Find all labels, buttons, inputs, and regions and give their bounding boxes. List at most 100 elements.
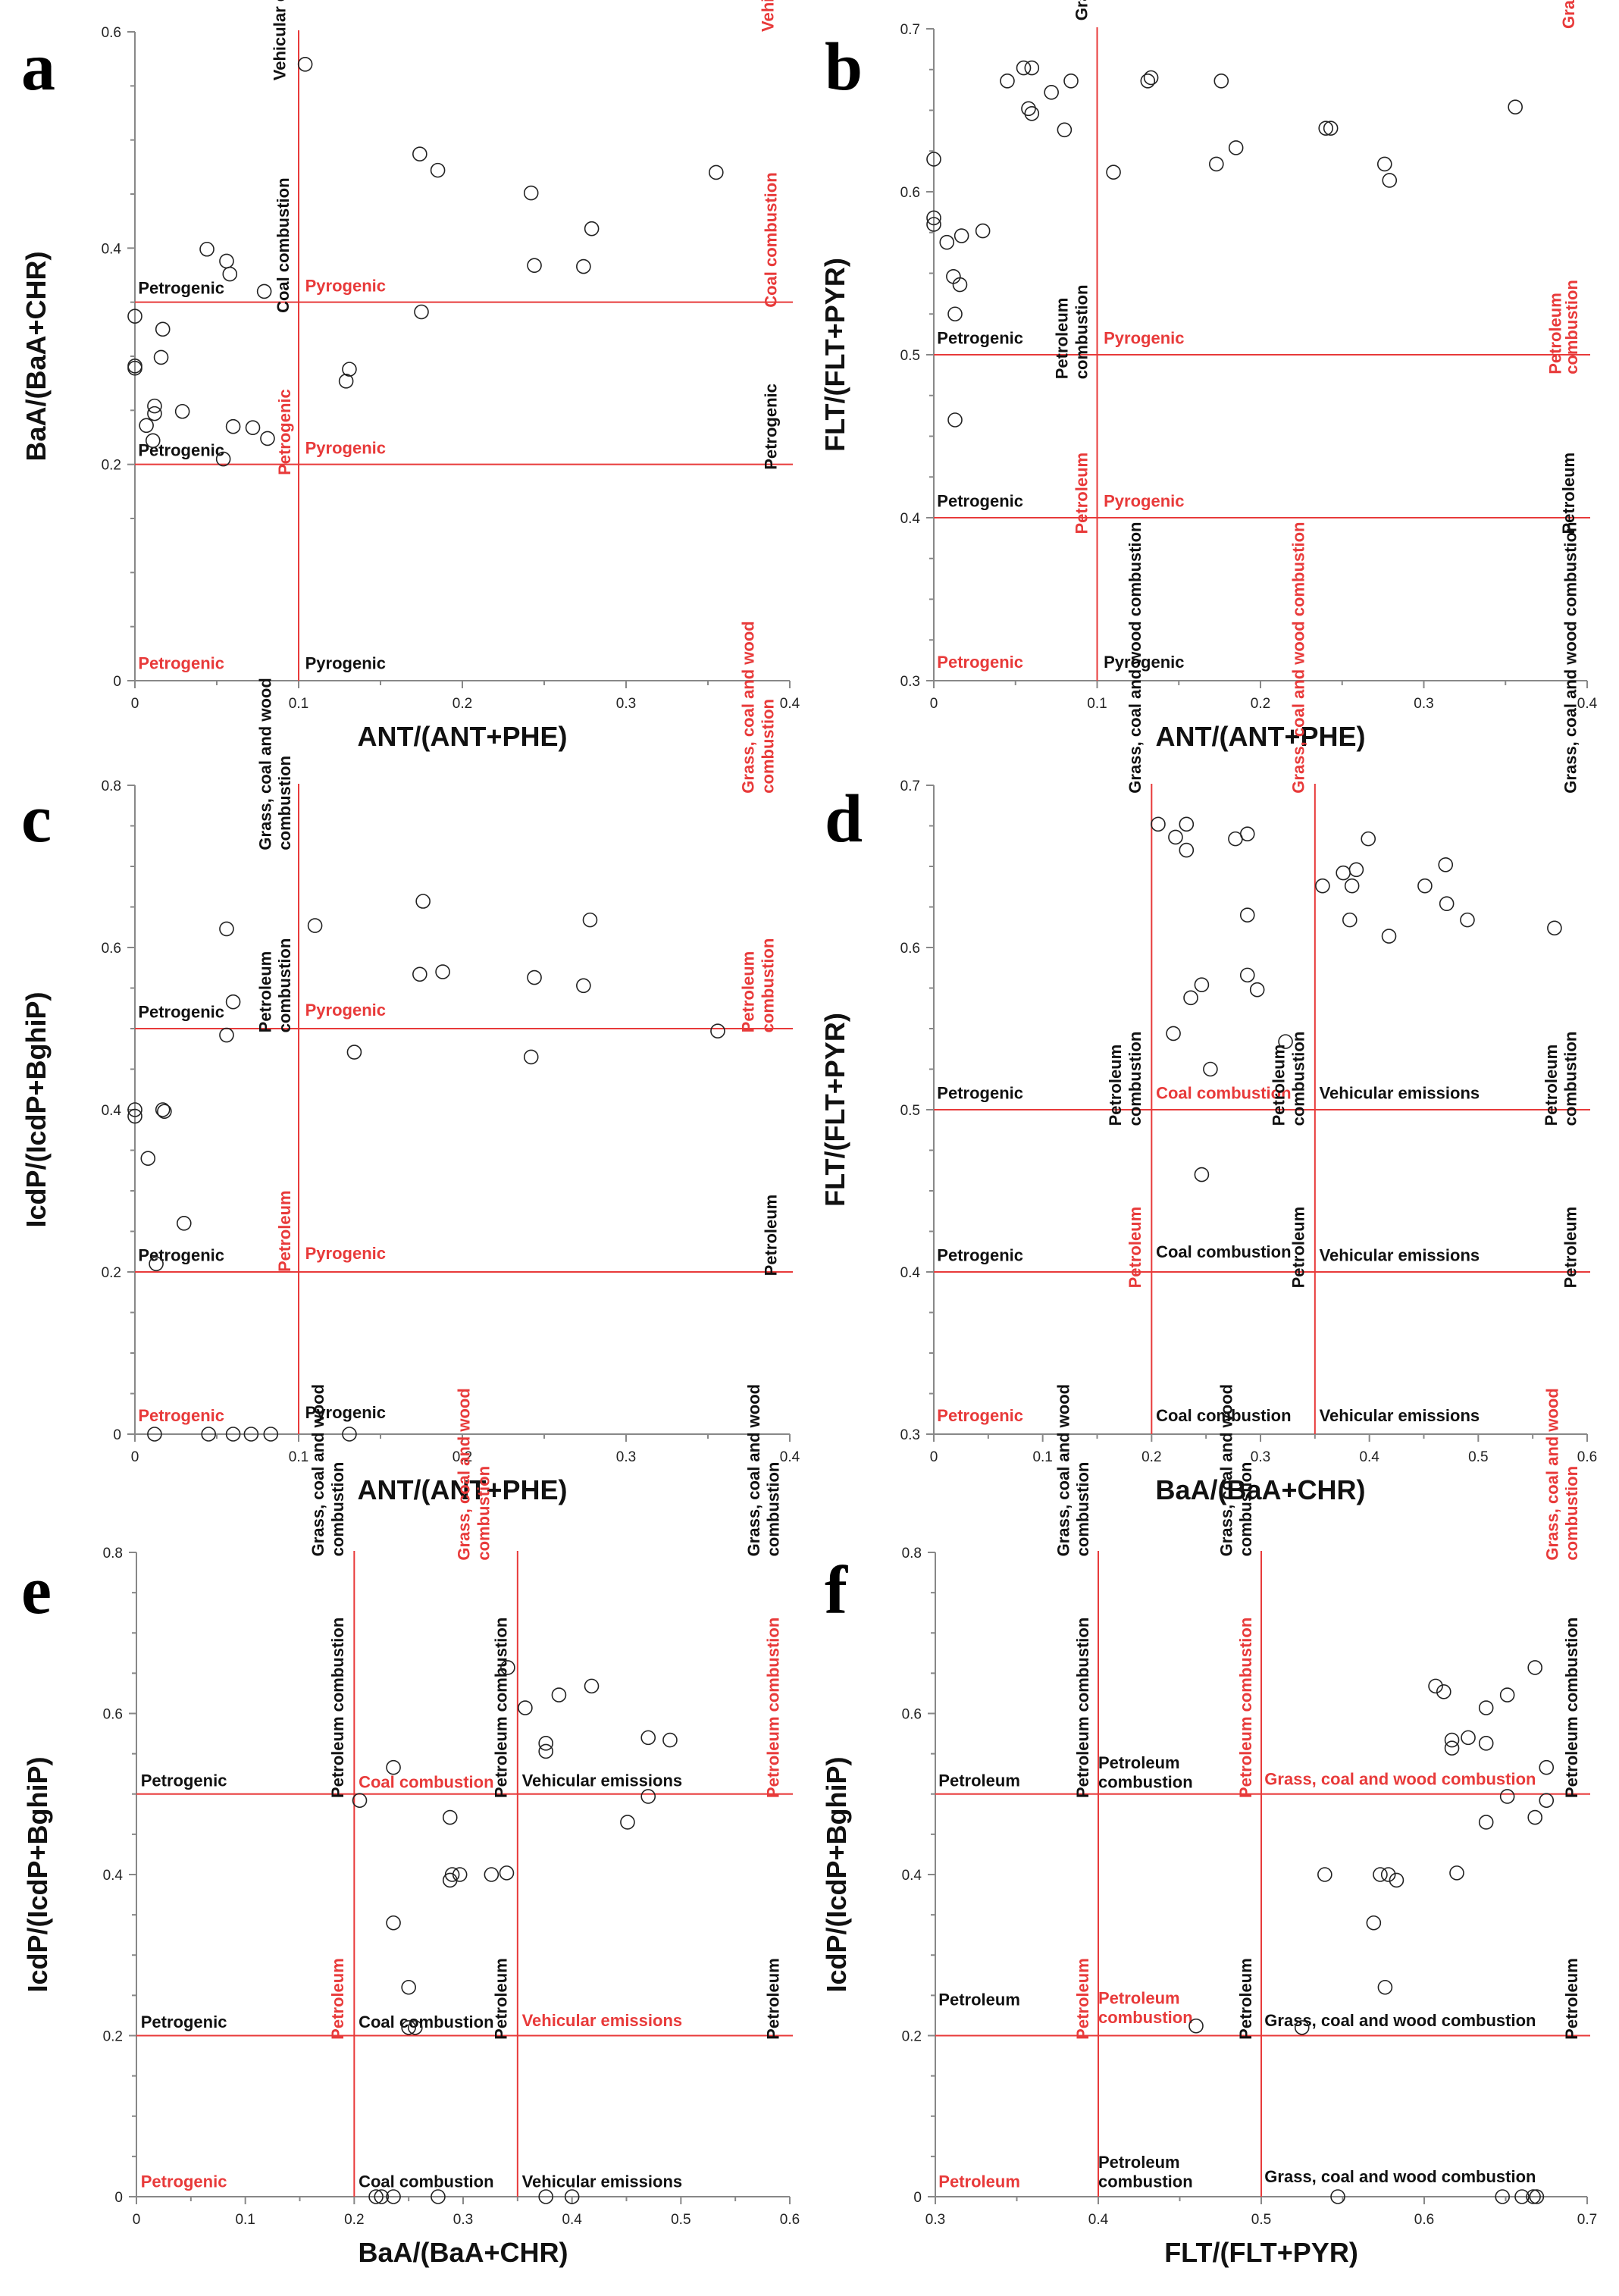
data-point [297,57,313,72]
data-point [1140,74,1156,89]
panel-f: f 0.3 0.4 0.5 0.6 0.7 0 0.2 0.4 0.6 0.8 Petroleum Pe… [821,1384,1597,2268]
region-label: Grass, coal and wood combustion [1559,0,1578,29]
data-point [157,1104,172,1119]
region-label: Coal combustion [762,172,781,307]
x-tick-label: 0.6 [780,2212,800,2228]
data-point [149,1256,164,1272]
region-label: Petrogenic [141,2172,227,2191]
data-point [1044,85,1059,100]
data-point [177,1216,192,1231]
x-tick-label: 0 [930,1449,938,1465]
y-tick-label: 0.2 [102,1265,121,1281]
region-label: Coal combustion [359,2013,493,2031]
data-point [1348,862,1364,878]
region-label: Pyrogenic [1104,653,1184,672]
region-label: Petroleum [275,1190,294,1272]
region-label: Grass, coal and wood [1054,1384,1073,1556]
region-label: Petroleum combustion [1562,1618,1581,1798]
data-point [576,258,591,274]
data-point [499,1865,515,1881]
y-tick-label: 0.5 [900,348,920,364]
data-point [952,277,968,293]
region-label: Grass, coal and wood [1217,1384,1235,1556]
data-point [484,1867,499,1882]
data-point [551,1687,567,1702]
data-point [620,1815,635,1830]
data-point [147,406,162,421]
x-tick-label: 0.2 [1141,1449,1161,1465]
data-point [1336,865,1351,881]
x-tick-label: 0.5 [1468,1449,1488,1465]
region-label: Coal combustion [1156,1406,1291,1425]
data-point [1377,1979,1393,1995]
data-point [1376,156,1392,172]
x-tick-label: 0.3 [616,1449,636,1465]
panel-d: d 0 0.1 0.2 0.3 0.4 0.5 0.6 0.3 0.4 0.5 0.6 0.7 Petro… [819,522,1597,1505]
data-point [352,1793,368,1809]
x-tick-label: 0.2 [1251,696,1270,712]
x-tick-label: 0.1 [235,2212,255,2228]
data-point [201,1427,217,1442]
data-point [1478,1736,1494,1751]
data-point [1194,1167,1210,1182]
x-tick-label: 0 [133,2212,141,2228]
y-axis-title: IcdP/(IcdP+BghiP) [20,991,52,1227]
region-label: Petroleum [1559,453,1578,534]
data-point [1526,2189,1541,2204]
y-tick-label: 0.2 [102,458,121,474]
region-label: Petroleum [1098,2153,1180,2172]
data-point [1439,896,1455,912]
data-point [225,1427,241,1442]
data-point [225,994,241,1010]
region-label: Petroleum combustion [1073,1618,1092,1798]
data-point [518,1700,533,1715]
data-point [1228,140,1244,155]
data-point [1389,1872,1404,1888]
data-point [1168,829,1183,845]
data-point [1317,1867,1332,1882]
y-tick-label: 0.6 [103,1707,123,1723]
panel-e: e 0 0.1 0.2 0.3 0.4 0.5 0.6 0 0.2 0.4 0.6 0.8 Petroge… [21,1384,800,2268]
region-label: combustion [758,699,777,794]
region-label: Vehicular emissions [1320,1083,1480,1102]
region-label: Petroleum combustion [764,1618,783,1798]
data-point [346,1045,362,1060]
x-tick-label: 0 [131,1449,139,1465]
panel-b: b 0 0.1 0.2 0.3 0.4 0.3 0.4 0.5 0.6 0.7 Petrogenic P… [819,0,1598,752]
data-point [538,1743,553,1759]
data-point [708,164,724,180]
y-tick-label: 0.2 [103,2029,123,2045]
x-tick-label: 0.4 [562,2212,582,2228]
data-point [342,1427,357,1442]
data-point [1166,1026,1181,1042]
x-tick-label: 0.4 [1088,2212,1109,2228]
region-label: Petrogenic [937,1245,1023,1264]
x-tick-label: 0.4 [1359,1449,1379,1465]
data-point [1024,60,1040,76]
y-tick-label: 0.6 [102,941,121,957]
data-point [1318,121,1333,136]
data-point [1188,2018,1204,2034]
y-tick-label: 0.3 [900,1427,920,1443]
region-label: Grass, coal and wood [744,1384,763,1556]
data-point [1460,912,1475,928]
x-tick-label: 0.2 [453,696,472,712]
data-point [1106,164,1121,180]
region-label: Pyrogenic [1104,328,1184,347]
x-tick-label: 0.3 [616,696,636,712]
data-point [386,1915,401,1931]
x-axis-title: ANT/(ANT+PHE) [358,721,568,752]
data-point [338,374,354,389]
data-point [527,258,542,273]
region-label: combustion [1562,280,1581,374]
region-label: Petrogenic [141,1771,227,1790]
data-point [710,1023,725,1039]
region-label: Petrogenic [937,1406,1023,1425]
x-tick-label: 0.5 [1251,2212,1271,2228]
data-point [1527,1809,1542,1825]
region-label: combustion [328,1462,347,1557]
data-point [1444,1740,1460,1756]
data-point [954,228,969,243]
region-label: Pyrogenic [1104,491,1184,510]
data-point [127,1102,142,1117]
